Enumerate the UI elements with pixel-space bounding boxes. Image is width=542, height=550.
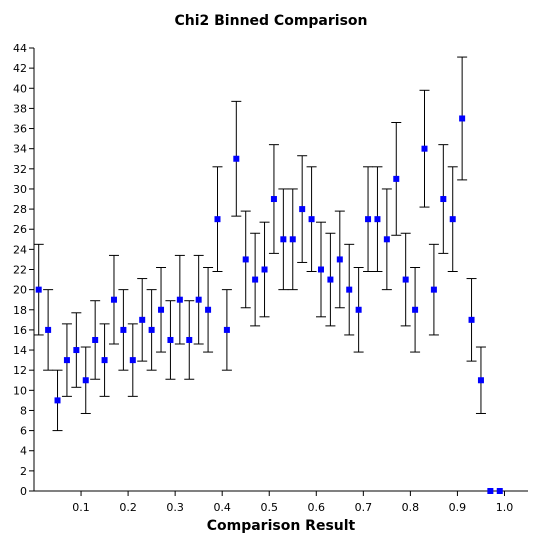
y-tick-label: 4 xyxy=(20,445,27,458)
y-tick-label: 30 xyxy=(13,183,27,196)
x-tick-label: 0.1 xyxy=(72,501,90,514)
data-point xyxy=(35,286,42,293)
data-point xyxy=(148,326,155,333)
data-point xyxy=(214,216,221,223)
data-point xyxy=(317,266,324,273)
data-point xyxy=(346,286,353,293)
data-point xyxy=(45,326,52,333)
y-tick-label: 26 xyxy=(13,223,27,236)
x-tick-label: 0.4 xyxy=(213,501,231,514)
y-tick-label: 12 xyxy=(13,364,27,377)
x-tick-label: 0.2 xyxy=(119,501,137,514)
data-point xyxy=(242,256,249,263)
data-point xyxy=(299,206,306,213)
y-tick-label: 8 xyxy=(20,404,27,417)
data-point xyxy=(176,296,183,303)
y-tick-label: 14 xyxy=(13,344,27,357)
data-point xyxy=(167,336,174,343)
x-tick-label: 0.5 xyxy=(260,501,278,514)
data-point xyxy=(496,488,503,494)
y-tick-label: 34 xyxy=(13,143,27,156)
y-tick-label: 42 xyxy=(13,62,27,75)
data-point xyxy=(327,276,334,283)
y-axis-ticks: 0246810121416182022242628303234363840424… xyxy=(13,42,34,498)
data-point xyxy=(120,326,127,333)
x-axis-ticks: 0.1 0.2 0.3 0.4 0.5 0.6 0.7 0.8 0.9 1.0 xyxy=(72,491,513,514)
data-point xyxy=(92,336,99,343)
y-tick-label: 36 xyxy=(13,123,27,136)
data-point xyxy=(139,316,146,323)
data-point xyxy=(252,276,259,283)
data-point xyxy=(336,256,343,263)
y-tick-label: 0 xyxy=(20,485,27,498)
data-point xyxy=(195,296,202,303)
x-tick-label: 0.6 xyxy=(308,501,326,514)
data-point xyxy=(308,216,315,223)
data-point xyxy=(487,488,494,494)
data-point xyxy=(421,145,428,152)
data-point xyxy=(468,316,475,323)
data-point xyxy=(459,115,466,122)
y-tick-label: 32 xyxy=(13,163,27,176)
data-point xyxy=(223,326,230,333)
data-point xyxy=(449,216,456,223)
data-point xyxy=(393,175,400,182)
y-tick-label: 38 xyxy=(13,102,27,115)
data-point xyxy=(158,306,165,313)
data-point xyxy=(110,296,117,303)
chart-title: Chi2 Binned Comparison xyxy=(174,13,367,29)
data-point xyxy=(430,286,437,293)
y-tick-label: 18 xyxy=(13,304,27,317)
error-bars-group xyxy=(33,56,486,432)
x-axis-label: Comparison Result xyxy=(207,518,356,534)
y-tick-label: 40 xyxy=(13,82,27,95)
data-point xyxy=(261,266,268,273)
data-point xyxy=(63,357,70,364)
data-point xyxy=(270,196,277,203)
data-point xyxy=(440,196,447,203)
y-tick-label: 20 xyxy=(13,284,27,297)
data-point xyxy=(54,397,61,404)
data-point xyxy=(101,357,108,364)
x-tick-label: 1.0 xyxy=(496,501,514,514)
data-point xyxy=(73,347,80,354)
x-tick-label: 0.3 xyxy=(166,501,184,514)
y-tick-label: 44 xyxy=(13,42,27,55)
y-tick-label: 2 xyxy=(20,465,27,478)
data-point xyxy=(355,306,362,313)
data-point xyxy=(402,276,409,283)
data-point xyxy=(280,236,287,243)
data-point xyxy=(412,306,419,313)
y-tick-label: 10 xyxy=(13,384,27,397)
y-tick-label: 6 xyxy=(20,425,27,438)
x-tick-label: 0.8 xyxy=(402,501,420,514)
x-tick-label: 0.7 xyxy=(355,501,373,514)
x-tick-label: 0.9 xyxy=(449,501,467,514)
y-tick-label: 24 xyxy=(13,243,27,256)
data-point xyxy=(233,155,240,162)
data-point xyxy=(365,216,372,223)
data-point xyxy=(186,336,193,343)
data-point xyxy=(129,357,136,364)
y-tick-label: 16 xyxy=(13,324,27,337)
data-point xyxy=(383,236,390,243)
data-point xyxy=(205,306,212,313)
data-point xyxy=(477,377,484,384)
y-tick-label: 22 xyxy=(13,264,27,277)
y-tick-label: 28 xyxy=(13,203,27,216)
data-points-group xyxy=(35,115,503,494)
data-point xyxy=(374,216,381,223)
data-point xyxy=(289,236,296,243)
data-point xyxy=(82,377,89,384)
